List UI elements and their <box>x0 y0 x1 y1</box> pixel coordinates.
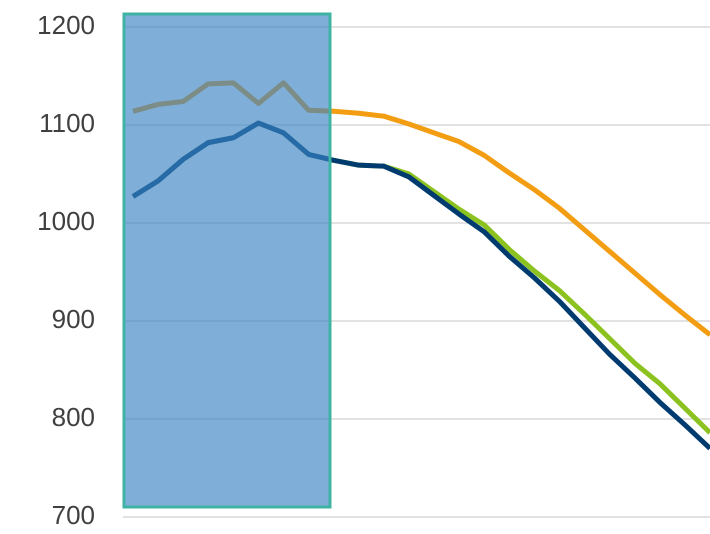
y-tick-label: 800 <box>52 402 95 432</box>
y-tick-label: 900 <box>52 304 95 334</box>
y-tick-label: 1100 <box>39 108 95 138</box>
y-tick-label: 700 <box>52 500 95 530</box>
highlight-region <box>122 12 332 509</box>
y-tick-label: 1000 <box>37 206 95 236</box>
y-tick-label: 1200 <box>37 10 95 40</box>
